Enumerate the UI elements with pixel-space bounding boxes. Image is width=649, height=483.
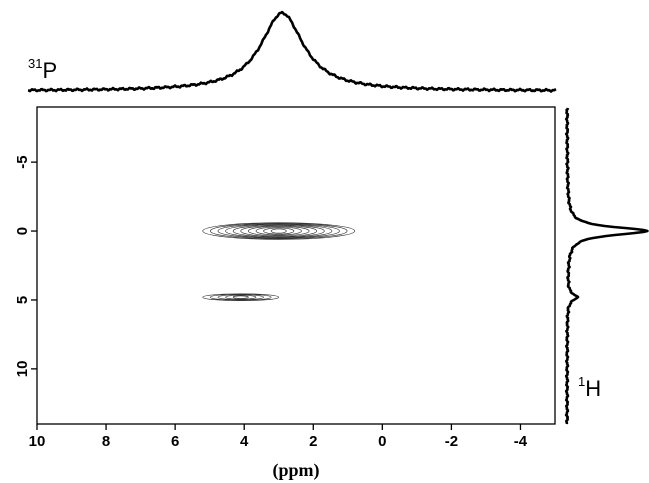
contour-line — [225, 294, 257, 300]
p31-element-symbol: P — [42, 58, 57, 83]
plot-frame — [36, 106, 556, 425]
contour-line — [255, 226, 302, 236]
h1-projection-trace — [564, 107, 649, 425]
h1-mass-number: 1 — [578, 374, 585, 389]
h1-nucleus-label: 1H — [578, 374, 601, 401]
contour-line — [209, 293, 272, 301]
contour-line — [217, 223, 340, 239]
x-tick-label: -4 — [514, 433, 528, 450]
p31-projection — [27, 10, 557, 93]
contour-line — [232, 295, 249, 299]
contour-line — [232, 224, 325, 238]
contour-line — [240, 225, 318, 237]
y-tick-label: -5 — [14, 155, 31, 168]
x-tick-label: 0 — [378, 433, 386, 450]
y-axis: -5 0 5 10 — [14, 155, 37, 377]
contour-line — [209, 222, 348, 240]
x-tick-label: 6 — [171, 433, 179, 450]
x-tick-label: 2 — [309, 433, 317, 450]
contour-plot — [202, 222, 356, 301]
contour-line — [217, 294, 264, 301]
x-tick-label: 4 — [240, 433, 249, 450]
p31-projection-trace — [27, 10, 557, 93]
p31-nucleus-label: 31P — [28, 56, 57, 83]
h1-projection — [564, 107, 649, 425]
x-tick-label: 10 — [29, 433, 46, 450]
contour-line — [263, 227, 295, 235]
contour-line — [202, 293, 280, 301]
contour-line — [202, 222, 356, 240]
p31-mass-number: 31 — [28, 56, 42, 71]
x-tick-label: -2 — [445, 433, 458, 450]
x-tick-label: 8 — [102, 433, 110, 450]
x-axis: 10 8 6 4 2 0 -2 -4 — [29, 424, 528, 450]
y-tick-label: 5 — [14, 296, 31, 304]
contour-line — [225, 223, 333, 239]
contour-line — [270, 228, 287, 234]
y-tick-label: 10 — [14, 361, 31, 378]
x-axis-label: (ppm) — [272, 460, 319, 481]
h1-element-symbol: H — [585, 376, 601, 401]
contour-line — [247, 225, 310, 237]
y-tick-label: 0 — [14, 227, 31, 235]
